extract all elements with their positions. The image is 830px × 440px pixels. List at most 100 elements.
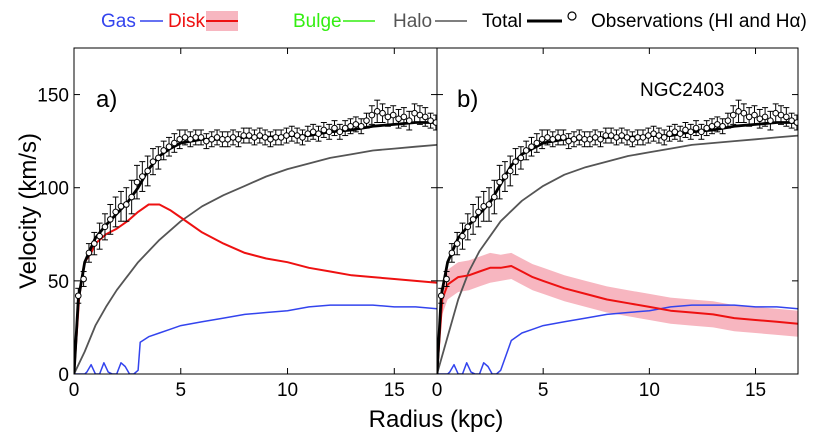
legend-obs-marker [567, 11, 577, 21]
panel-a-observation-point [384, 107, 392, 127]
panel-b-observation-point [528, 136, 535, 157]
panel-a-observation-point [373, 99, 381, 124]
panel-b-observation-point [629, 131, 636, 148]
panel-a-observation-point [293, 127, 301, 144]
panel-a-observation-point [331, 120, 338, 137]
panel-a-observation-point [155, 146, 162, 170]
y-tick-label: 0 [58, 365, 69, 386]
panel-a-observation-point [107, 203, 114, 235]
panel-b-observation-point [698, 123, 705, 140]
panel-a-observation-point [117, 190, 125, 222]
panel-b-observation-point [549, 131, 557, 148]
panel-a-observation-point [80, 271, 87, 287]
panel-b-observation-point [703, 120, 710, 137]
panel-a-observation-point [90, 231, 98, 256]
panel-b-observation-point [660, 129, 668, 146]
legend-bulge-label: Bulge [293, 11, 342, 32]
panel-a-observation-point [325, 123, 333, 140]
panel-b-observation-point [448, 243, 456, 263]
panel-a-observation-point [235, 131, 242, 148]
panel-b-x-tick-label: 5 [538, 380, 549, 401]
panel-b-halo-curve [437, 134, 798, 374]
panel-a-x-tick-label: 15 [384, 380, 405, 401]
panel-a-observation-point [267, 131, 274, 148]
panel-b-observation-point [443, 271, 450, 287]
panel-a-observation-point [283, 127, 290, 144]
panel-b-x-tick-label: 0 [432, 380, 443, 401]
panel-a-observation-point [400, 107, 408, 127]
panel-a-observation-point [123, 187, 130, 222]
panel-a-observation-point [219, 131, 226, 148]
panel-a-observation-point [96, 222, 103, 250]
panel-a-observation-point [160, 140, 167, 161]
panel-a-observation-point [165, 136, 173, 157]
panel-b-observation-point [613, 129, 620, 146]
panel-a-observation-point [128, 179, 135, 215]
galaxy-name-label: NGC2403 [640, 80, 725, 101]
panel-b-disk-curve [437, 265, 798, 374]
legend: Gas Disk Bulge Halo Total Observations (… [101, 11, 807, 32]
panel-a-x-tick-label: 10 [277, 380, 298, 401]
panel-b-observation-point [581, 131, 588, 148]
panel-b-observation-point [724, 112, 732, 129]
x-axis-label: Radius (kpc) [369, 406, 504, 433]
panel-b-observation-point [788, 112, 795, 129]
panel-a-observation-point [208, 131, 216, 148]
panel-a-observation-point [421, 107, 429, 127]
panel-b-gas-curve [437, 304, 798, 374]
panel-a-observation-point [432, 114, 437, 131]
panel-a-observation-point [299, 129, 306, 146]
panel-a-disk-curve [74, 203, 437, 374]
panel-a-observation-point [405, 110, 413, 131]
panel-a-observation-point [203, 133, 210, 150]
panel-b-observation-point [575, 129, 583, 146]
panel-b-observation-point [501, 161, 509, 192]
panel-b-observation-point [538, 129, 546, 150]
panel-b-label: b) [457, 86, 478, 113]
panel-b-observation-point [740, 103, 748, 124]
panel-b-observation-point [735, 99, 742, 124]
panel-b-observation-point [512, 148, 519, 176]
panel-a-observation-point [251, 129, 258, 146]
panel-b-observation-point [522, 140, 530, 161]
panel-b-observation-point [671, 123, 679, 140]
panel-b-observation-point [475, 196, 482, 228]
panel-a-observation-point [379, 103, 386, 124]
panel-b-observation-point [639, 129, 647, 146]
panel-b-x-tick-label: 15 [745, 380, 766, 401]
legend-halo-label: Halo [393, 11, 432, 32]
legend-disk-label: Disk [168, 11, 205, 32]
panel-b-observation-point [459, 222, 466, 250]
panel-a-observation-point [272, 129, 280, 146]
panel-b-observation-point [692, 120, 700, 137]
panel-b-observation-point [565, 133, 572, 150]
panel-a-observation-point [256, 127, 264, 144]
panel-a-observation-point [74, 287, 82, 304]
panel-a-observation-point [181, 129, 189, 146]
panel-b-observation-point [570, 131, 578, 148]
panel-b-observation-point [783, 107, 790, 127]
panel-a-observation-point [171, 133, 178, 153]
panel-b-observation-point [708, 118, 716, 135]
panel-b-observation-point [586, 131, 594, 148]
panel-b-observation-point [437, 287, 445, 304]
panel-b-observation-point [767, 110, 774, 131]
panel-b-observation-point [729, 105, 737, 125]
panel-b-observation-point [666, 125, 673, 142]
panel-a-halo-curve [74, 144, 437, 374]
panel-b-observation-point [745, 107, 753, 127]
panel-a-observation-point [347, 118, 354, 135]
panel-a-observation-point [197, 129, 205, 146]
panel-b-observation-point [623, 129, 631, 146]
panel-a-observation-point [315, 125, 322, 142]
panel-a-observation-point [368, 105, 376, 125]
panel-b-observation-point [772, 103, 780, 124]
panel-a-observation-point [427, 112, 434, 129]
panel-a-x-tick-label: 5 [175, 380, 186, 401]
panel-b-observation-point [560, 129, 567, 146]
panel-a-observation-point [149, 148, 157, 176]
panel-a-observation-point [176, 129, 183, 150]
panel-a-observation-point [245, 127, 253, 144]
panel-a-gas-curve [74, 304, 437, 374]
